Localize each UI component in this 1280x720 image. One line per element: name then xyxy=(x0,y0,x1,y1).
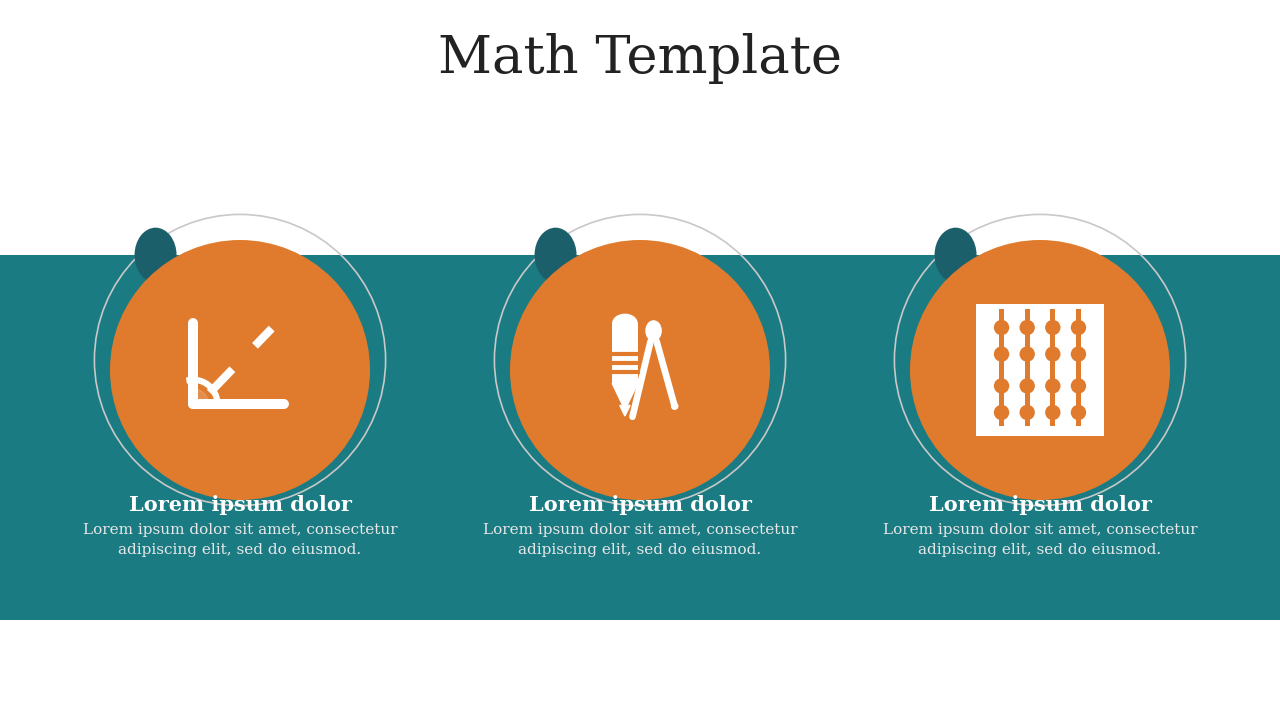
Text: Lorem ipsum dolor sit amet, consectetur
adipiscing elit, sed do eiusmod.: Lorem ipsum dolor sit amet, consectetur … xyxy=(483,523,797,557)
Text: Lorem ipsum dolor: Lorem ipsum dolor xyxy=(529,495,751,515)
Circle shape xyxy=(1019,378,1034,394)
Bar xyxy=(1098,304,1105,436)
Bar xyxy=(975,304,982,436)
Circle shape xyxy=(993,405,1009,420)
Ellipse shape xyxy=(612,314,637,333)
Bar xyxy=(975,431,1105,436)
Ellipse shape xyxy=(134,228,177,283)
Bar xyxy=(1051,307,1056,426)
Bar xyxy=(975,304,1105,309)
Ellipse shape xyxy=(535,228,576,283)
Circle shape xyxy=(993,346,1009,361)
Circle shape xyxy=(910,240,1170,500)
Circle shape xyxy=(110,240,370,500)
Circle shape xyxy=(1071,405,1087,420)
Text: Math Template: Math Template xyxy=(438,32,842,84)
Polygon shape xyxy=(620,405,630,416)
Circle shape xyxy=(1071,320,1087,336)
Text: Lorem ipsum dolor sit amet, consectetur
adipiscing elit, sed do eiusmod.: Lorem ipsum dolor sit amet, consectetur … xyxy=(883,523,1197,557)
Bar xyxy=(612,323,637,385)
Bar xyxy=(1076,307,1082,426)
Bar xyxy=(0,255,1280,620)
Circle shape xyxy=(1046,405,1061,420)
Ellipse shape xyxy=(934,228,977,283)
Bar xyxy=(1024,307,1029,426)
Circle shape xyxy=(993,320,1009,336)
Circle shape xyxy=(1071,346,1087,361)
Ellipse shape xyxy=(645,320,662,341)
Circle shape xyxy=(1046,346,1061,361)
Circle shape xyxy=(993,378,1009,394)
Circle shape xyxy=(1019,405,1034,420)
Circle shape xyxy=(1046,378,1061,394)
Polygon shape xyxy=(612,383,637,410)
Circle shape xyxy=(1071,378,1087,394)
Polygon shape xyxy=(191,389,209,404)
Text: Lorem ipsum dolor sit amet, consectetur
adipiscing elit, sed do eiusmod.: Lorem ipsum dolor sit amet, consectetur … xyxy=(83,523,397,557)
Circle shape xyxy=(509,240,771,500)
Bar xyxy=(975,304,1105,436)
Circle shape xyxy=(1046,320,1061,336)
Circle shape xyxy=(1019,320,1034,336)
Circle shape xyxy=(671,402,678,410)
Circle shape xyxy=(1019,346,1034,361)
Bar xyxy=(998,307,1004,426)
Text: Lorem ipsum dolor: Lorem ipsum dolor xyxy=(128,495,352,515)
Text: Lorem ipsum dolor: Lorem ipsum dolor xyxy=(928,495,1152,515)
